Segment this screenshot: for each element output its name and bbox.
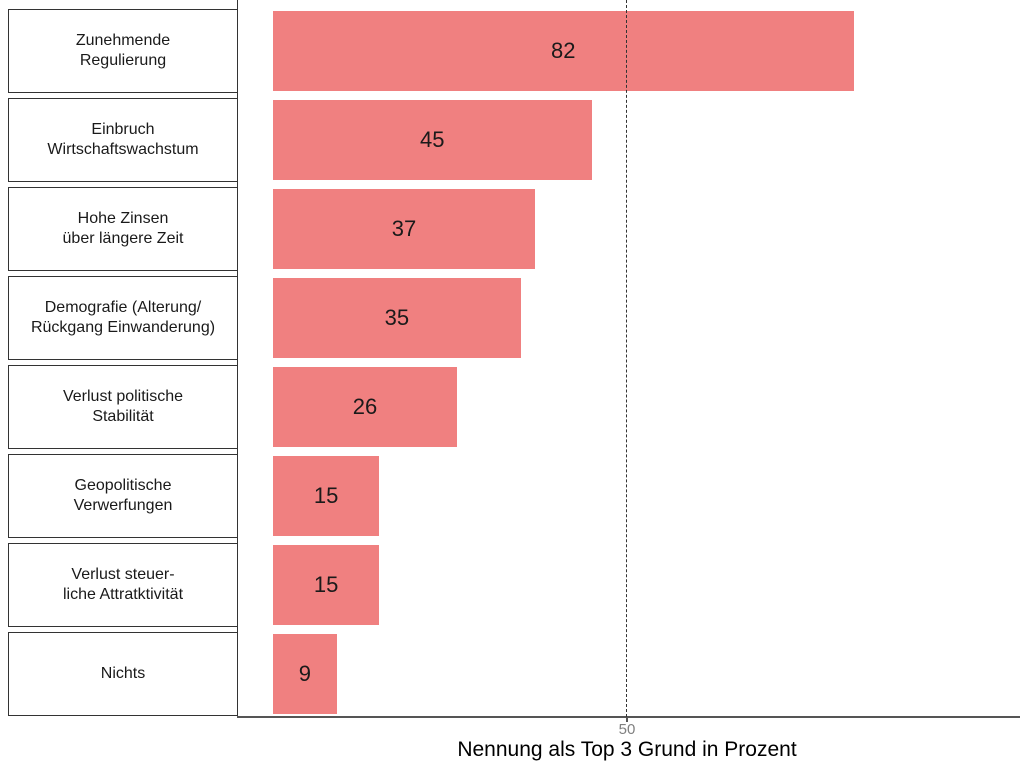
category-label-box: Verlust steuer- liche Attratktivität bbox=[8, 542, 238, 627]
reference-line bbox=[626, 0, 628, 717]
category-label-box: Nichts bbox=[8, 631, 238, 716]
bar: 9 bbox=[273, 634, 337, 714]
category-label-box: Demografie (Alterung/ Rückgang Einwander… bbox=[8, 275, 238, 360]
bar-value-label: 37 bbox=[391, 216, 417, 241]
bar-value-label: 26 bbox=[352, 394, 378, 419]
bar-value-label: 35 bbox=[384, 305, 410, 330]
bar: 15 bbox=[273, 545, 380, 625]
category-label-box: Verlust politische Stabilität bbox=[8, 364, 238, 449]
category-label-box: Zunehmende Regulierung bbox=[8, 8, 238, 93]
bar-value-label: 82 bbox=[551, 38, 576, 63]
x-axis-tick bbox=[626, 717, 628, 722]
x-tick-label: 50 bbox=[618, 721, 636, 738]
x-axis-line bbox=[236, 716, 1020, 718]
category-label-box: Hohe Zinsen über längere Zeit bbox=[8, 186, 238, 271]
bar: 15 bbox=[273, 456, 380, 536]
bar: 26 bbox=[273, 367, 458, 447]
bar: 45 bbox=[273, 100, 592, 180]
bar-value-label: 15 bbox=[313, 483, 339, 508]
y-axis-line bbox=[236, 0, 238, 717]
bar: 35 bbox=[273, 278, 521, 358]
category-label-box: Einbruch Wirtschaftswachstum bbox=[8, 97, 238, 182]
bar: 82 bbox=[273, 11, 854, 91]
bar-value-label: 9 bbox=[298, 661, 311, 686]
category-label-box: Geopolitische Verwerfungen bbox=[8, 453, 238, 538]
bar: 37 bbox=[273, 189, 535, 269]
bar-value-label: 45 bbox=[420, 127, 445, 152]
bar-value-label: 15 bbox=[313, 572, 339, 597]
x-axis-title: Nennung als Top 3 Grund in Prozent bbox=[457, 738, 797, 761]
